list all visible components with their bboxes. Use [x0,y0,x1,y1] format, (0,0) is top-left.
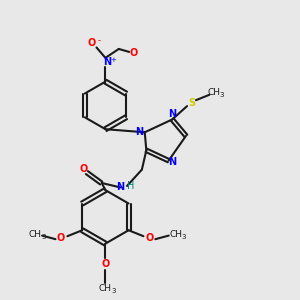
Text: 3: 3 [220,92,224,98]
Text: CH: CH [207,88,220,97]
Text: -: - [98,36,101,45]
Text: 3: 3 [112,288,116,294]
Text: N: N [168,109,176,119]
Text: O: O [101,260,110,269]
Text: N: N [168,157,176,167]
Text: S: S [188,98,195,107]
Text: N: N [116,182,124,193]
Text: CH: CH [29,230,42,239]
Text: +: + [110,57,116,63]
Text: O: O [130,47,138,58]
Text: O: O [146,233,154,243]
Text: N: N [103,57,111,67]
Text: O: O [57,233,65,243]
Text: H: H [127,181,134,191]
Text: 3: 3 [41,234,46,240]
Text: CH: CH [99,284,112,293]
Text: 3: 3 [182,234,186,240]
Text: N: N [135,127,143,137]
Text: O: O [79,164,87,174]
Text: O: O [88,38,96,48]
Text: CH: CH [169,230,182,239]
